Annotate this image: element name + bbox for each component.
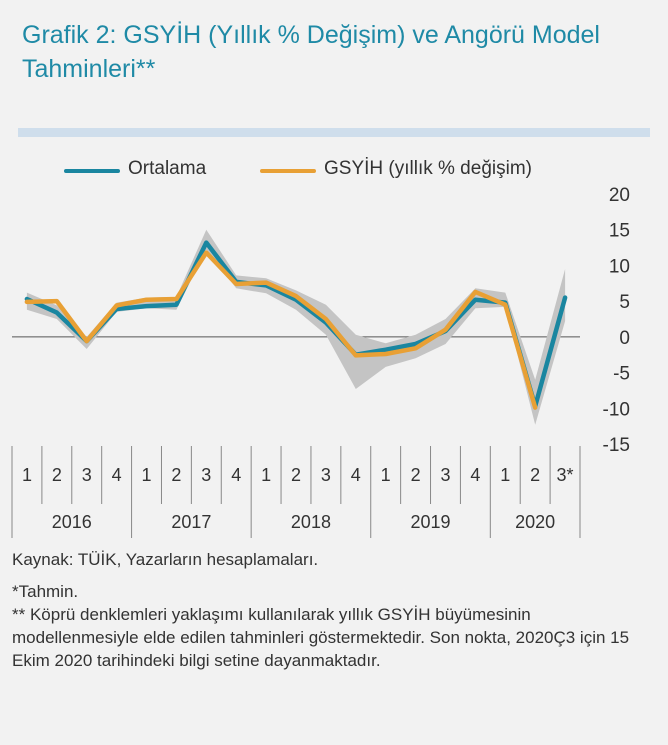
series-line-ortalama	[24, 240, 568, 409]
title-part-3: ve Angörü Model Tahminleri**	[22, 21, 600, 83]
data-point	[25, 300, 29, 304]
data-point	[175, 297, 178, 301]
series-layer	[24, 240, 568, 410]
x-quarter-label: 2	[411, 465, 421, 485]
footnote-method: ** Köprü denklemleri yaklaşımı kullanıla…	[12, 605, 630, 670]
y-tick-label: 5	[619, 292, 630, 313]
data-point	[235, 282, 238, 286]
x-quarter-label: 2	[530, 465, 540, 485]
forecast-band-layer	[26, 229, 566, 425]
x-year-label: 2020	[515, 512, 555, 532]
x-quarter-label: 1	[22, 465, 32, 485]
data-point	[414, 342, 417, 346]
x-quarter-label: 2	[171, 465, 181, 485]
data-point	[264, 281, 268, 284]
legend-label-gsyih: GSYİH (yıllık % değişim)	[324, 158, 532, 179]
x-year-label: 2018	[291, 512, 331, 532]
legend-swatch-ortalama	[64, 169, 120, 173]
data-point	[205, 251, 208, 254]
data-point	[354, 354, 357, 357]
x-year-label: 2016	[52, 512, 92, 532]
title-separator	[18, 128, 650, 137]
title-part-1: Grafik 2: GSYİH	[22, 21, 209, 49]
x-quarter-label: 3	[201, 465, 211, 485]
chart-title: Grafik 2: GSYİH (Yıllık % Değişim) ve An…	[22, 18, 652, 86]
x-quarter-label: 3	[82, 465, 92, 485]
forecast-range-band	[26, 229, 566, 425]
footnote-forecast: *Tahmin.	[12, 582, 79, 601]
y-tick-label: -15	[603, 435, 630, 456]
axis-lines	[11, 336, 581, 538]
data-point	[55, 311, 58, 314]
x-quarter-label: 1	[142, 465, 152, 485]
data-point	[85, 339, 88, 343]
x-quarter-label: 4	[112, 465, 122, 485]
data-point	[324, 317, 328, 321]
x-year-label: 2019	[411, 512, 451, 532]
data-point	[474, 290, 477, 294]
data-point	[384, 348, 387, 351]
legend-swatch-gsyih	[260, 169, 316, 173]
x-quarter-label: 1	[500, 465, 510, 485]
y-tick-label: 10	[609, 256, 630, 277]
x-year-label: 2017	[171, 512, 211, 532]
y-tick-label: -10	[603, 399, 630, 420]
x-tick-labels: 1 2 3 4 1 2 3 4 1 2 3 4 1 2 3 4 1 2 3*2016 2017 2018 2019 2020	[22, 465, 574, 532]
title-part-2: (Yıllık % Değişim)	[208, 21, 406, 49]
series-line-gsyih	[24, 250, 538, 410]
x-quarter-label: 4	[231, 465, 241, 485]
x-quarter-label: 1	[261, 465, 271, 485]
x-quarter-label: 2	[52, 465, 62, 485]
y-tick-label: 15	[609, 221, 630, 242]
x-quarter-label: 3	[440, 465, 450, 485]
y-tick-labels: 20 15 10 5 0 -5 -10 -15	[603, 185, 630, 456]
x-quarter-label: 1	[381, 465, 391, 485]
x-quarter-label: 3*	[557, 465, 574, 485]
data-point	[444, 328, 447, 331]
data-point	[145, 298, 148, 301]
data-point	[563, 296, 567, 299]
data-point	[294, 294, 298, 298]
data-point	[534, 406, 537, 409]
x-quarter-label: 2	[291, 465, 301, 485]
data-point	[205, 241, 208, 244]
data-point	[384, 352, 387, 356]
x-quarter-label: 4	[351, 465, 361, 485]
chart-notes: Kaynak: TÜİK, Yazarların hesaplamaları. …	[12, 548, 652, 672]
data-point	[504, 303, 507, 306]
data-point	[175, 303, 178, 306]
y-tick-label: 0	[619, 328, 630, 349]
data-point	[474, 298, 477, 301]
data-point	[25, 297, 29, 301]
y-tick-label: -5	[613, 364, 630, 385]
source-note: Kaynak: TÜİK, Yazarların hesaplamaları.	[12, 550, 319, 569]
x-quarter-label: 4	[470, 465, 480, 485]
legend-label-ortalama: Ortalama	[128, 158, 207, 179]
data-point	[414, 347, 417, 350]
data-point	[145, 304, 148, 308]
data-point	[115, 304, 118, 307]
x-quarter-label: 3	[321, 465, 331, 485]
data-point	[55, 299, 58, 303]
y-tick-label: 20	[609, 185, 630, 206]
